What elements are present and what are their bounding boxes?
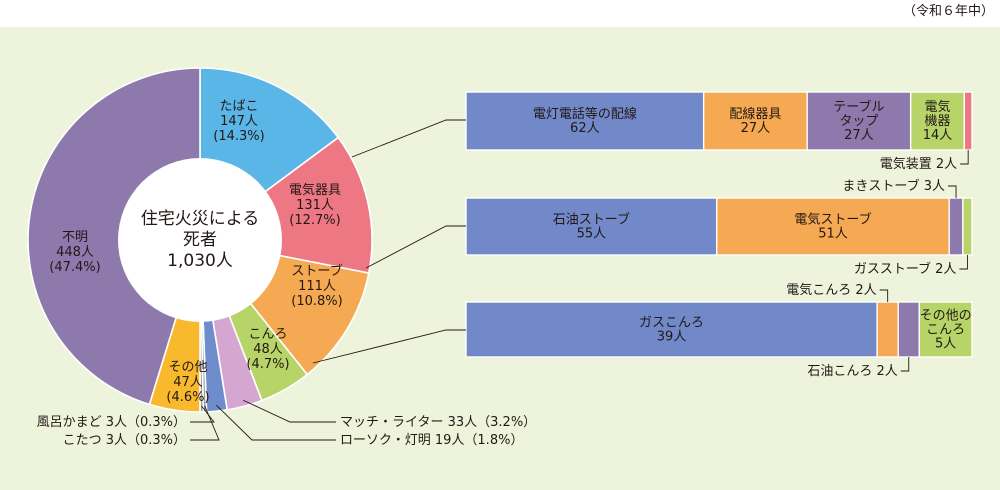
bar-segment-2-3 bbox=[948, 197, 964, 256]
bar-segment-2-4 bbox=[962, 197, 973, 256]
outside-label-match: マッチ・ライター 33人（3.2%） bbox=[340, 415, 536, 430]
callout-label-3-1: 電気こんろ 2人 bbox=[786, 282, 876, 298]
breakdown-bar-2 bbox=[465, 197, 973, 256]
outside-label-rosoku: ローソク・灯明 19人（1.8%） bbox=[340, 433, 523, 448]
breakdown-bar-charts bbox=[465, 91, 973, 358]
chart-labels: 住宅火災による死者 1,030人 たばこ 147人(14.3%) 電気器具 131人(12… bbox=[37, 99, 972, 448]
leader-line-rosoku bbox=[215, 404, 336, 441]
connector-line-2 bbox=[365, 225, 466, 269]
outside-label-furo: 風呂かまど 3人（0.3%） bbox=[37, 415, 186, 430]
callout-label-2-2: ガスストーブ 2人 bbox=[854, 261, 957, 277]
bar-segment-3-4 bbox=[918, 301, 973, 358]
callout-label-3-2: 石油こんろ 2人 bbox=[807, 364, 897, 379]
bar-segment-1-3 bbox=[806, 91, 912, 151]
donut-hole bbox=[118, 158, 282, 322]
bar-segment-2-1 bbox=[465, 197, 718, 256]
year-note: （令和６年中） bbox=[903, 4, 994, 19]
slice-label-sonota: その他 47人(4.6%) bbox=[166, 360, 209, 405]
breakdown-bar-3 bbox=[465, 301, 973, 358]
leader-line-furo bbox=[190, 405, 215, 423]
bar-segment-label-2-1: 石油ストーブ 55人 bbox=[553, 212, 630, 242]
bar-segment-3-2 bbox=[876, 301, 899, 358]
donut-slice-fumei bbox=[27, 67, 201, 406]
bar-segment-label-1-1: 電灯電話等の配線 62人 bbox=[533, 106, 637, 136]
bar-segment-label-3-4: その他のこんろ 5人 bbox=[920, 309, 972, 352]
callout-label-1-1: 電気装置 2人 bbox=[880, 156, 957, 172]
donut-center-label: 住宅火災による死者 1,030人 bbox=[141, 209, 260, 271]
slice-label-konro: こんろ 48人(4.7%) bbox=[246, 327, 289, 372]
bar-segment-2-2 bbox=[716, 197, 950, 256]
slice-label-tabako: たばこ 147人(14.3%) bbox=[213, 99, 264, 144]
bar-segment-label-2-2: 電気ストーブ 51人 bbox=[794, 212, 871, 242]
bar-segment-1-5 bbox=[963, 91, 973, 151]
bar-segment-3-3 bbox=[897, 301, 920, 358]
callout-line-2-1 bbox=[948, 185, 957, 198]
bar-segment-3-1 bbox=[465, 301, 878, 358]
callout-line-3-1 bbox=[879, 289, 889, 302]
callout-line-2-2 bbox=[959, 255, 968, 270]
leader-line-kotatsu bbox=[190, 405, 220, 441]
callout-label-2-1: まきストーブ 3人 bbox=[842, 178, 945, 194]
bar-segment-label-1-2: 配線器具 27人 bbox=[729, 106, 781, 136]
donut-chart bbox=[27, 67, 373, 413]
connector-line-1 bbox=[351, 119, 466, 158]
bar-segment-label-1-3: テーブルタップ 27人 bbox=[833, 99, 884, 143]
bar-segment-1-2 bbox=[702, 91, 808, 151]
callout-line-1-1 bbox=[960, 150, 969, 165]
connector-line-3 bbox=[312, 329, 466, 364]
bar-segment-1-4 bbox=[909, 91, 966, 151]
slice-label-denki: 電気器具 131人(12.7%) bbox=[289, 182, 341, 228]
breakdown-bar-1 bbox=[465, 91, 973, 151]
bar-segment-1-1 bbox=[465, 91, 705, 151]
slice-label-stove: ストーブ 111人(10.8%) bbox=[291, 263, 342, 309]
slice-label-fumei: 不明 448人(47.4%) bbox=[49, 230, 100, 275]
leader-line-match bbox=[243, 399, 336, 423]
callout-line-3-2 bbox=[900, 357, 910, 372]
bar-segment-label-3-1: ガスこんろ 39人 bbox=[639, 316, 704, 345]
bar-segment-label-1-4: 電気機器 14人 bbox=[923, 99, 953, 143]
outside-label-kotatsu: こたつ 3人（0.3%） bbox=[63, 433, 186, 448]
